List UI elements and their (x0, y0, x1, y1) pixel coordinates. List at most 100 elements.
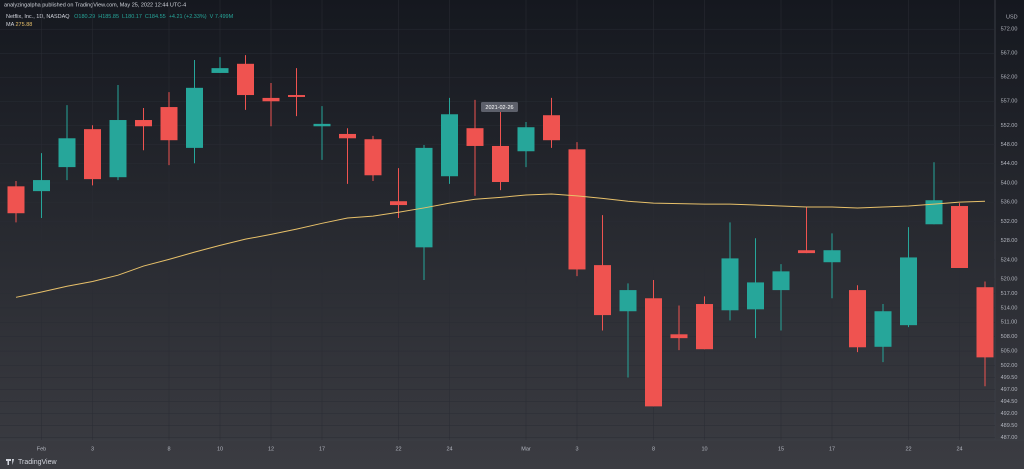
x-tick-label: 10 (701, 446, 707, 452)
candle-body (441, 114, 458, 177)
y-tick-label: 532.00 (1001, 219, 1018, 225)
candle-body (823, 250, 841, 263)
y-tick-label: 528.00 (1001, 238, 1018, 244)
candle-body (339, 133, 356, 139)
candle-body (313, 123, 331, 127)
y-tick-label: 499.50 (1001, 375, 1018, 381)
x-tick-label: 22 (905, 446, 911, 452)
candle-body (466, 128, 484, 146)
candle-body (849, 290, 866, 348)
x-tick-label: 3 (91, 446, 94, 452)
x-tick-label: 15 (778, 446, 784, 452)
candle-body (747, 282, 764, 310)
candle-body (594, 265, 611, 316)
candle-body (874, 311, 892, 347)
legend: Netflix, Inc., 1D, NASDAQ O180.29 H185.85… (6, 14, 234, 20)
tooltip: 2021-02-26 (481, 102, 518, 112)
y-tick-label: 572.00 (1001, 27, 1018, 33)
x-tick-label: 24 (446, 446, 452, 452)
candle-body (798, 250, 815, 254)
candle-body (364, 139, 382, 176)
brand: TradingView (18, 459, 57, 466)
candle-body (135, 120, 152, 127)
candle-body (288, 95, 305, 97)
candle-body (160, 107, 178, 141)
legend-value: O180.29 (74, 14, 95, 20)
candle-body (109, 120, 127, 178)
y-tick-label: 557.00 (1001, 99, 1018, 105)
y-tick-label: 489.50 (1001, 423, 1018, 429)
candle-body (415, 147, 433, 248)
candle-body (696, 304, 713, 350)
y-tick-label: 540.00 (1001, 180, 1018, 186)
legend-value: L180.17 (122, 14, 142, 20)
y-tick-label: 544.00 (1001, 161, 1018, 167)
candle-body (925, 200, 943, 225)
x-tick-label: 17 (319, 446, 325, 452)
x-tick-label: 8 (652, 446, 655, 452)
candle-body (211, 68, 229, 73)
y-tick-label: 508.00 (1001, 334, 1018, 340)
currency: USD (1006, 14, 1018, 20)
candle-body (721, 258, 739, 311)
candle-body (517, 127, 535, 152)
x-tick-label: Mar (521, 446, 531, 452)
publisher: analyzingalpha published on TradingView.… (4, 2, 186, 8)
candle-body (33, 180, 50, 192)
candle-body (237, 63, 254, 96)
candle-body (7, 186, 25, 214)
tooltip-box (481, 102, 518, 112)
x-tick-label: Feb (37, 446, 46, 452)
candle-body (670, 334, 688, 339)
candle-body (84, 129, 101, 180)
x-tick-label: 3 (575, 446, 578, 452)
candle-body (568, 149, 586, 270)
candle-body (900, 257, 917, 326)
y-tick-label: 567.00 (1001, 51, 1018, 57)
x-tick-label: 10 (217, 446, 223, 452)
ma-line (15, 193, 986, 298)
x-tick-label: 8 (167, 446, 170, 452)
y-tick-label: 487.00 (1001, 435, 1018, 441)
tooltip-text: 2021-02-26 (485, 105, 513, 111)
plot: 572.00 567.00 562.00 557.00 552.00 548.00 544.… (0, 0, 1017, 452)
legend-value: C184.55 (145, 14, 166, 20)
symbol: Netflix, Inc., 1D, NASDAQ (6, 14, 70, 20)
y-tick-label: 520.00 (1001, 277, 1018, 283)
candle-body (951, 206, 968, 268)
y-tick-label: 552.00 (1001, 123, 1018, 129)
ma-value: 275.88 (15, 22, 32, 28)
x-tick-label: 22 (395, 446, 401, 452)
y-tick-label: 524.00 (1001, 257, 1018, 263)
y-tick-label: 497.00 (1001, 387, 1018, 393)
x-tick-label: 12 (268, 446, 274, 452)
y-tick-label: 517.00 (1001, 291, 1018, 297)
ma-label: MA (6, 22, 15, 28)
y-tick-label: 514.00 (1001, 305, 1018, 311)
y-tick-label: 511.00 (1001, 320, 1017, 326)
candle-body (492, 145, 509, 182)
candle-body (58, 138, 76, 168)
y-tick-label: 536.00 (1001, 200, 1018, 206)
legend-value: +4.21 (+2.33%) (169, 14, 207, 20)
y-tick-label: 505.00 (1001, 349, 1018, 355)
candle-body (619, 290, 637, 312)
y-tick-label: 502.00 (1001, 363, 1018, 369)
y-tick-label: 562.00 (1001, 75, 1018, 81)
ma-legend: MA 275.88 (6, 22, 32, 28)
candle-body (390, 201, 407, 206)
y-tick-label: 494.50 (1001, 399, 1018, 405)
candle-body (976, 287, 994, 358)
brand-logo (6, 459, 14, 465)
legend-value: V 7.499M (210, 14, 234, 20)
x-tick-label: 17 (829, 446, 835, 452)
y-tick-label: 548.00 (1001, 142, 1018, 148)
candle-body (772, 271, 790, 291)
candle-body (543, 115, 560, 141)
candle-body (186, 87, 203, 148)
x-tick-label: 24 (956, 446, 962, 452)
y-tick-label: 492.00 (1001, 411, 1018, 417)
candle-body (262, 97, 280, 102)
